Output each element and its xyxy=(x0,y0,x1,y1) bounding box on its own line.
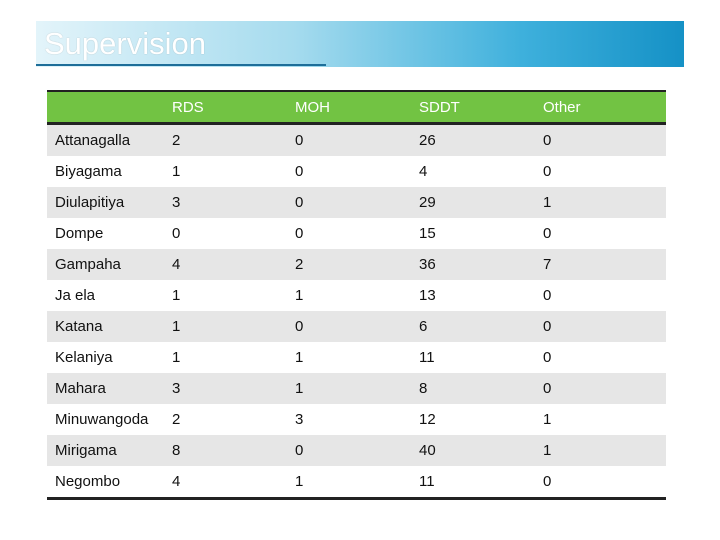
count-cell: 0 xyxy=(543,123,666,156)
count-cell: 1 xyxy=(543,435,666,466)
count-cell: 2 xyxy=(172,123,295,156)
count-cell: 0 xyxy=(543,311,666,342)
count-cell: 4 xyxy=(419,156,543,187)
count-cell: 1 xyxy=(295,466,419,500)
count-cell: 0 xyxy=(543,280,666,311)
count-cell: 26 xyxy=(419,123,543,156)
count-cell: 1 xyxy=(295,373,419,404)
count-cell: 4 xyxy=(172,466,295,500)
count-cell: 11 xyxy=(419,466,543,500)
count-cell: 0 xyxy=(543,466,666,500)
table-row: Ja ela 1 1 13 0 xyxy=(47,280,666,311)
table-body: Attanagalla 2 0 26 0 Biyagama 1 0 4 0 Diulapitiya 3… xyxy=(47,123,666,500)
count-cell: 12 xyxy=(419,404,543,435)
count-cell: 4 xyxy=(172,249,295,280)
supervision-table: RDS MOH SDDT Other Attanagalla 2 0 26 0 Biyagama… xyxy=(47,90,666,500)
header-cell-rds: RDS xyxy=(172,90,295,125)
slide-title: Supervision xyxy=(44,26,206,61)
count-cell: 0 xyxy=(295,435,419,466)
count-cell: 40 xyxy=(419,435,543,466)
title-underline xyxy=(36,64,326,66)
header-row: RDS MOH SDDT Other xyxy=(47,90,666,125)
count-cell: 11 xyxy=(419,342,543,373)
table-row: Minuwangoda 2 3 12 1 xyxy=(47,404,666,435)
table-header: RDS MOH SDDT Other xyxy=(47,90,666,125)
district-name-cell: Diulapitiya xyxy=(47,187,172,218)
count-cell: 3 xyxy=(172,187,295,218)
table-row: Diulapitiya 3 0 29 1 xyxy=(47,187,666,218)
count-cell: 15 xyxy=(419,218,543,249)
count-cell: 0 xyxy=(295,123,419,156)
count-cell: 36 xyxy=(419,249,543,280)
count-cell: 0 xyxy=(172,218,295,249)
table-row: Mirigama 8 0 40 1 xyxy=(47,435,666,466)
count-cell: 0 xyxy=(543,218,666,249)
table-row: Attanagalla 2 0 26 0 xyxy=(47,123,666,156)
table-row: Kelaniya 1 1 11 0 xyxy=(47,342,666,373)
table-row: Katana 1 0 6 0 xyxy=(47,311,666,342)
table-row: Biyagama 1 0 4 0 xyxy=(47,156,666,187)
count-cell: 3 xyxy=(295,404,419,435)
table-row: Gampaha 4 2 36 7 xyxy=(47,249,666,280)
count-cell: 0 xyxy=(295,311,419,342)
count-cell: 1 xyxy=(172,280,295,311)
header-cell-sddt: SDDT xyxy=(419,90,543,125)
district-name-cell: Kelaniya xyxy=(47,342,172,373)
count-cell: 1 xyxy=(295,280,419,311)
count-cell: 1 xyxy=(543,187,666,218)
count-cell: 1 xyxy=(172,342,295,373)
table-row: Mahara 3 1 8 0 xyxy=(47,373,666,404)
district-name-cell: Ja ela xyxy=(47,280,172,311)
district-name-cell: Mahara xyxy=(47,373,172,404)
count-cell: 0 xyxy=(295,187,419,218)
header-cell-other: Other xyxy=(543,90,666,125)
district-name-cell: Mirigama xyxy=(47,435,172,466)
district-name-cell: Attanagalla xyxy=(47,123,172,156)
count-cell: 1 xyxy=(172,311,295,342)
table-row: Dompe 0 0 15 0 xyxy=(47,218,666,249)
count-cell: 8 xyxy=(172,435,295,466)
count-cell: 29 xyxy=(419,187,543,218)
district-name-cell: Katana xyxy=(47,311,172,342)
count-cell: 1 xyxy=(295,342,419,373)
count-cell: 13 xyxy=(419,280,543,311)
district-name-cell: Negombo xyxy=(47,466,172,500)
district-name-cell: Dompe xyxy=(47,218,172,249)
count-cell: 0 xyxy=(543,342,666,373)
count-cell: 0 xyxy=(295,218,419,249)
count-cell: 7 xyxy=(543,249,666,280)
count-cell: 0 xyxy=(295,156,419,187)
count-cell: 0 xyxy=(543,156,666,187)
header-cell-district xyxy=(47,90,172,125)
district-name-cell: Gampaha xyxy=(47,249,172,280)
count-cell: 8 xyxy=(419,373,543,404)
count-cell: 3 xyxy=(172,373,295,404)
header-cell-moh: MOH xyxy=(295,90,419,125)
district-name-cell: Minuwangoda xyxy=(47,404,172,435)
title-banner: Supervision xyxy=(36,21,684,67)
count-cell: 1 xyxy=(172,156,295,187)
count-cell: 2 xyxy=(295,249,419,280)
district-name-cell: Biyagama xyxy=(47,156,172,187)
table-row: Negombo 4 1 11 0 xyxy=(47,466,666,500)
count-cell: 6 xyxy=(419,311,543,342)
count-cell: 1 xyxy=(543,404,666,435)
count-cell: 0 xyxy=(543,373,666,404)
count-cell: 2 xyxy=(172,404,295,435)
